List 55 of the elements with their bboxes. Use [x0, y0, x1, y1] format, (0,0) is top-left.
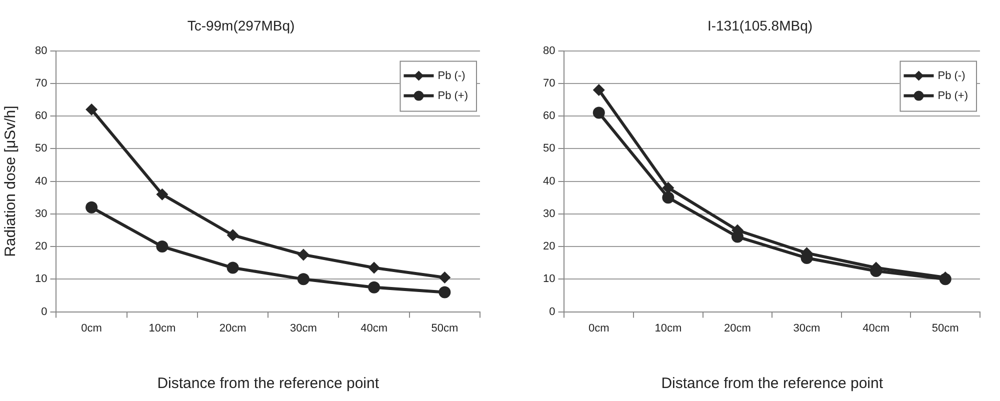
legend-label: Pb (+) — [938, 90, 968, 102]
point — [86, 201, 98, 214]
x-tick-label: 10cm — [654, 322, 682, 334]
point — [156, 188, 168, 200]
chart-title: Tc-99m(297MBq) — [187, 17, 295, 34]
y-tick-label: 20 — [542, 240, 556, 253]
y-tick-label: 0 — [41, 306, 48, 318]
y-tick-label: 30 — [34, 208, 48, 220]
x-axis-title: Distance from the reference point — [157, 375, 380, 392]
point — [731, 230, 744, 243]
y-tick-label: 70 — [542, 77, 556, 90]
x-tick-label: 50cm — [932, 322, 959, 334]
legend-label: Pb (-) — [438, 70, 466, 82]
x-tick-label: 20cm — [219, 322, 246, 334]
y-tick-label: 10 — [542, 273, 556, 286]
point — [297, 273, 310, 286]
point — [438, 286, 451, 298]
y-tick-label: 70 — [34, 77, 48, 90]
x-tick-label: 30cm — [793, 322, 820, 334]
point — [368, 262, 380, 274]
y-tick-label: 50 — [542, 142, 556, 155]
y-tick-label: 20 — [34, 240, 48, 253]
y-axis-title: Radiation dose [μSv/h] — [2, 106, 20, 257]
y-tick-label: 80 — [542, 44, 556, 57]
point — [297, 248, 310, 261]
x-tick-label: 40cm — [862, 322, 890, 334]
y-tick-label: 60 — [542, 110, 556, 122]
x-tick-label: 0cm — [588, 322, 610, 334]
y-tick-label: 30 — [542, 208, 556, 220]
x-axis-title: Distance from the reference point — [661, 375, 884, 392]
y-tick-label: 0 — [549, 306, 556, 318]
point — [226, 229, 239, 242]
x-tick-label: 50cm — [431, 322, 458, 334]
point — [86, 104, 98, 116]
point — [662, 192, 674, 204]
y-tick-label: 60 — [34, 110, 48, 122]
point — [156, 240, 168, 253]
y-tick-label: 10 — [34, 273, 48, 286]
legend-label: Pb (+) — [438, 90, 468, 102]
y-tick-label: 50 — [34, 142, 48, 155]
x-tick-label: 20cm — [724, 322, 751, 334]
x-tick-label: 40cm — [360, 322, 388, 334]
y-tick-label: 80 — [34, 44, 48, 57]
x-tick-label: 0cm — [81, 322, 102, 334]
legend-label: Pb (-) — [938, 70, 966, 82]
y-tick-label: 40 — [34, 175, 48, 188]
point — [368, 281, 380, 294]
point — [592, 84, 605, 96]
point — [226, 262, 239, 274]
x-tick-label: 10cm — [148, 322, 176, 334]
x-tick-label: 30cm — [290, 322, 317, 334]
y-tick-label: 40 — [542, 175, 556, 188]
chart-title: I-131(105.8MBq) — [707, 17, 813, 34]
point — [438, 272, 451, 284]
point — [592, 106, 605, 119]
